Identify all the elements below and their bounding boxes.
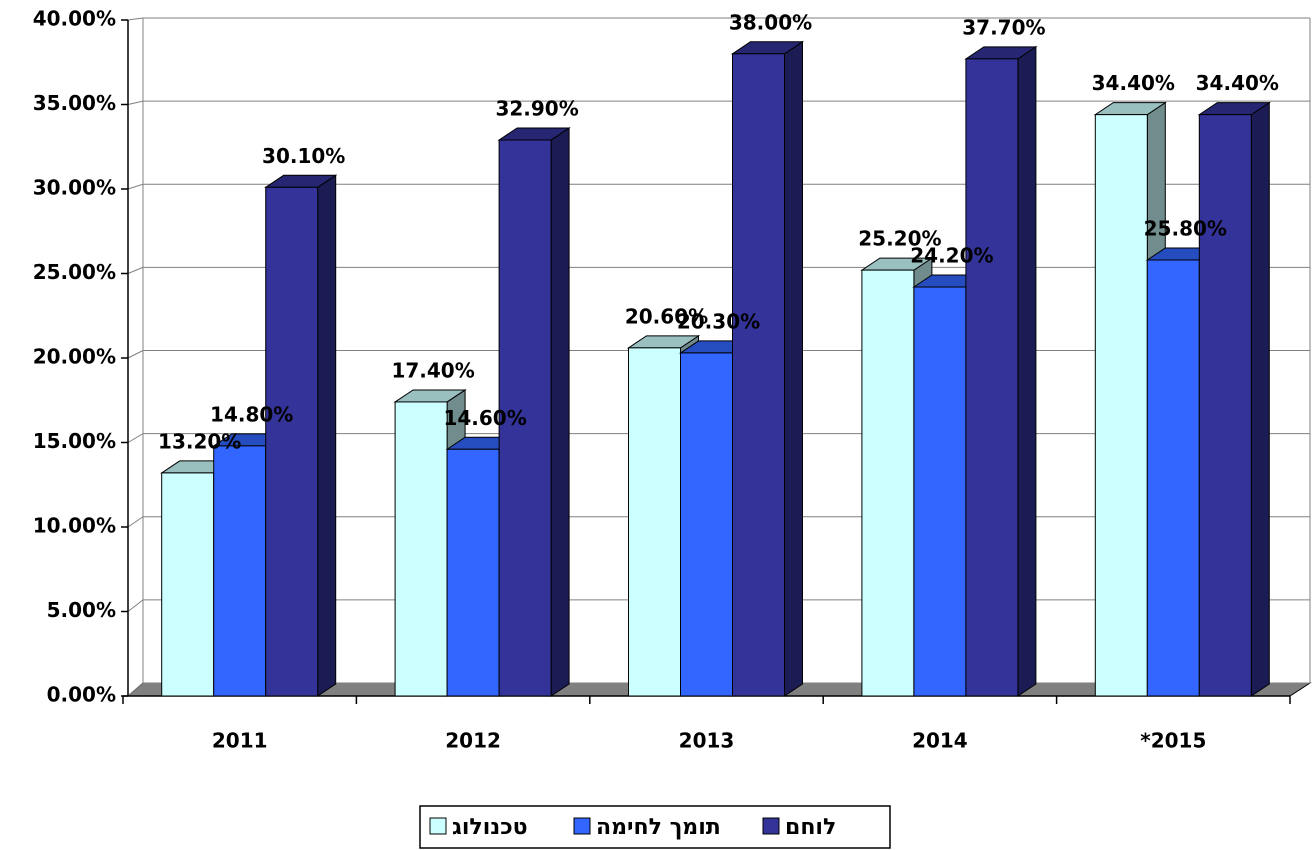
data-label: 38.00%: [729, 10, 812, 34]
bar-side: [1250, 101, 1270, 697]
y-tick-label: 15.00%: [33, 429, 116, 453]
legend-swatch: [429, 817, 447, 835]
y-tick-label: 35.00%: [33, 91, 116, 115]
bar: [446, 448, 500, 697]
bar-side: [317, 174, 337, 697]
grid-diagonal: [127, 183, 144, 190]
data-label: 32.90%: [495, 96, 578, 120]
bar: [1146, 259, 1200, 697]
data-label: 34.40%: [1196, 71, 1279, 95]
grid-diagonal: [127, 433, 144, 443]
data-label: 13.20%: [158, 429, 241, 453]
y-tick-label: 30.00%: [33, 176, 116, 200]
legend-label: לוחם: [785, 815, 836, 840]
data-label: 25.80%: [1144, 216, 1227, 240]
bar-side: [784, 40, 803, 697]
grid-diagonal: [127, 100, 144, 105]
grid-diagonal: [127, 516, 144, 528]
x-tick-label: 2014: [912, 729, 968, 753]
y-tick-label: 40.00%: [33, 7, 116, 31]
data-label: 37.70%: [962, 15, 1045, 39]
bar: [732, 53, 785, 697]
legend-label: תומך לחימה: [596, 815, 721, 840]
grid-diagonal: [127, 266, 144, 274]
data-label: 14.60%: [443, 406, 526, 430]
bar: [1198, 114, 1252, 697]
bar-side: [1017, 45, 1037, 697]
data-label: 30.10%: [262, 144, 345, 168]
bar: [213, 445, 267, 697]
bar-side: [550, 127, 570, 697]
bar: [265, 186, 319, 697]
x-tick-label: 2013: [679, 729, 735, 753]
y-tick-label: 25.00%: [33, 260, 116, 284]
data-label: 14.80%: [210, 402, 293, 426]
y-tick-label: 10.00%: [33, 514, 116, 538]
bar: [1094, 114, 1148, 697]
bar: [861, 269, 915, 697]
bar: [913, 286, 967, 697]
y-tick-label: 20.00%: [33, 345, 116, 369]
bar: [628, 347, 681, 697]
bar: [680, 352, 733, 697]
grid-diagonal: [127, 17, 144, 21]
y-tick-label: 0.00%: [47, 683, 116, 707]
data-label: 24.20%: [910, 244, 993, 268]
legend-swatch: [762, 817, 780, 835]
grid-diagonal: [127, 682, 144, 697]
legend-label: טכנולוג: [452, 815, 528, 840]
data-label: 34.40%: [1092, 71, 1175, 95]
grid-diagonal: [127, 599, 144, 612]
bar: [161, 472, 215, 697]
data-label: 25.20%: [858, 227, 941, 251]
legend-swatch: [573, 817, 591, 835]
bar: [498, 139, 552, 697]
bar: [394, 401, 448, 697]
legend-box: [419, 805, 891, 849]
bar: [965, 58, 1019, 697]
x-tick-label: *2015: [1140, 729, 1206, 753]
data-label: 20.30%: [677, 309, 760, 333]
x-tick-label: 2011: [212, 729, 268, 753]
data-label: 17.40%: [391, 358, 474, 382]
data-label: 20.60%: [625, 304, 708, 328]
grid-diagonal: [127, 350, 144, 359]
y-tick-label: 5.00%: [47, 598, 116, 622]
x-tick-label: 2012: [445, 729, 501, 753]
